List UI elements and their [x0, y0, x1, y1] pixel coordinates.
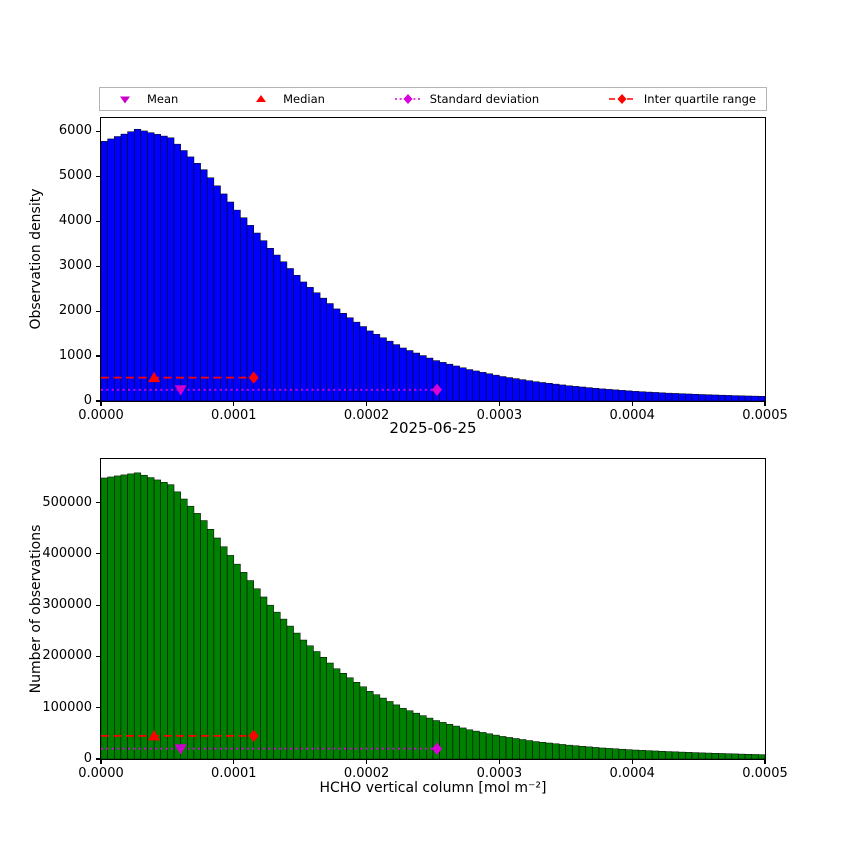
y-tick-mark: [96, 758, 100, 760]
y-tick-label: 500000: [42, 494, 92, 510]
x-tick-label: 0.0005: [742, 408, 788, 423]
x-tick-mark: [233, 402, 235, 406]
x-tick-label: 0.0001: [211, 766, 257, 781]
legend-item-mean: Mean: [110, 92, 178, 106]
mean-marker-icon: [120, 96, 130, 104]
x-tick-label: 0.0003: [476, 408, 523, 423]
top-histogram-bars: [101, 128, 765, 401]
x-tick-label: 0.0004: [609, 408, 655, 423]
legend-label-median: Median: [283, 92, 325, 106]
y-tick-mark: [96, 553, 100, 555]
x-tick-label: 0.0000: [78, 408, 124, 423]
y-tick-label: 100000: [42, 699, 92, 715]
x-tick-label: 0.0004: [609, 766, 655, 781]
x-tick-mark: [498, 402, 500, 406]
y-tick-mark: [96, 265, 100, 267]
y-tick-mark: [96, 604, 100, 606]
y-tick-label: 6000: [58, 123, 92, 139]
y-tick-label: 0: [83, 751, 92, 766]
y-tick-label: 3000: [58, 258, 92, 274]
x-tick-mark: [764, 760, 766, 764]
standard-deviation-marker-icon: [394, 94, 421, 104]
x-axis-label: HCHO vertical column [mol m⁻²]: [319, 780, 547, 796]
y-tick-mark: [96, 707, 100, 709]
y-tick-label: 4000: [58, 213, 92, 229]
x-tick-label: 0.0002: [343, 408, 390, 423]
y-tick-mark: [96, 355, 100, 357]
y-tick-label: 5000: [58, 168, 92, 184]
x-tick-mark: [764, 402, 766, 406]
y-tick-mark: [96, 400, 100, 402]
x-tick-mark: [631, 760, 633, 764]
legend-item-standard-deviation: Standard deviation: [393, 92, 539, 106]
legend-item-inter-quartile-range: Inter quartile range: [607, 92, 756, 106]
x-tick-label: 0.0001: [211, 408, 257, 423]
median-marker-icon: [256, 95, 267, 102]
y-tick-mark: [96, 655, 100, 658]
y-tick-label: 2000: [58, 303, 92, 319]
y-tick-label: 300000: [42, 597, 92, 613]
y-tick-label: 400000: [42, 545, 92, 561]
x-tick-label: 0.0005: [742, 766, 788, 781]
legend: Mean Median Standard deviation Inter qua…: [99, 87, 767, 111]
x-tick-mark: [366, 760, 368, 764]
x-tick-mark: [366, 402, 368, 406]
x-tick-mark: [233, 760, 235, 764]
y-tick-label: 1000: [58, 348, 92, 364]
x-tick-label: 0.0000: [78, 766, 124, 781]
x-tick-label: 0.0002: [343, 766, 390, 781]
top-histogram-plot: [100, 117, 766, 402]
y-tick-mark: [96, 130, 100, 133]
y-tick-mark: [96, 310, 100, 312]
x-tick-mark: [631, 402, 633, 406]
bottom-histogram-plot: [100, 458, 766, 760]
legend-label-standard-deviation: Standard deviation: [429, 92, 540, 106]
x-tick-mark: [498, 760, 500, 764]
plot-title-date: 2025-06-25: [389, 419, 477, 437]
legend-label-mean: Mean: [147, 92, 179, 106]
inter-quartile-range-marker-icon: [608, 94, 635, 104]
legend-label-inter-quartile-range: Inter quartile range: [643, 92, 756, 106]
y-tick-label: 0: [83, 393, 92, 408]
y-tick-label: 200000: [42, 648, 92, 664]
x-tick-label: 0.0003: [476, 766, 523, 781]
bottom-histogram-bars: [101, 472, 765, 759]
y-tick-mark: [96, 220, 100, 222]
x-tick-mark: [100, 402, 102, 406]
y-tick-mark: [96, 501, 100, 504]
y-tick-mark: [96, 175, 100, 177]
x-tick-mark: [100, 760, 102, 764]
legend-item-median: Median: [246, 92, 325, 106]
